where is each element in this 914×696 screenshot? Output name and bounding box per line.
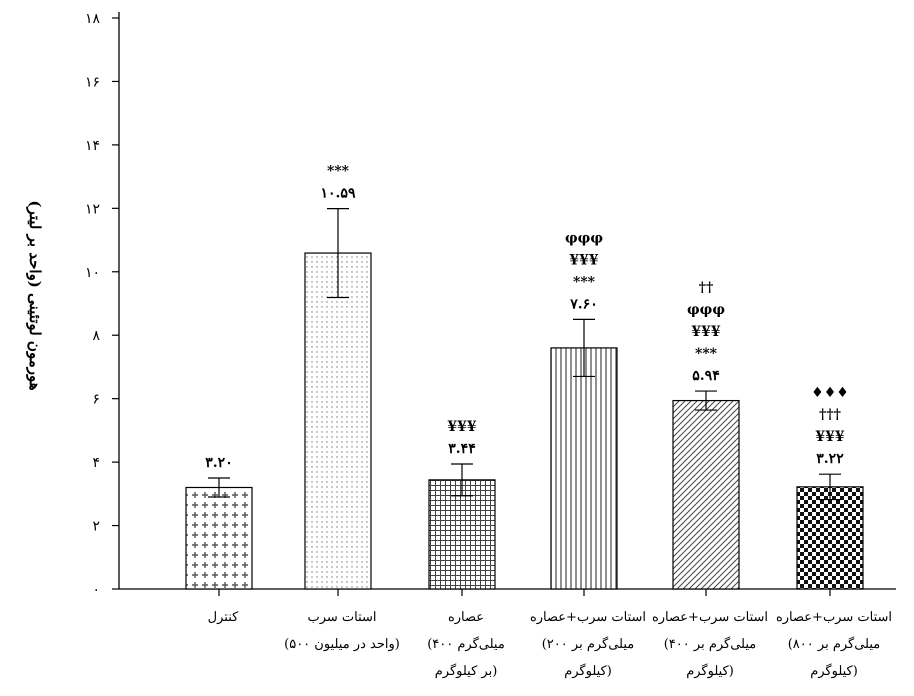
x-tick-label: (۵۰۰ واحد در میلیون) [284, 637, 400, 652]
significance-marker: ¥¥¥ [569, 252, 598, 268]
x-tick-label: کیلوگرم) [686, 663, 734, 679]
x-tick-label: (۴۰۰ میلی‌گرم بر [664, 636, 757, 652]
x-tick-label: کیلوگرم) [564, 663, 612, 679]
significance-marker: *** [573, 274, 596, 290]
bar [550, 347, 618, 590]
y-tick-label: ۲ [92, 519, 100, 535]
x-tick-label: (۲۰۰ میلی‌گرم بر [542, 636, 635, 652]
x-tick-label: کیلوگرم) [810, 663, 858, 679]
bar [304, 252, 372, 590]
significance-marker: *** [327, 164, 350, 180]
bar [796, 486, 864, 590]
significance-marker: ¥¥¥ [691, 324, 720, 340]
x-tick-label: استات سرب [307, 610, 376, 625]
x-tick-label: استات سرب+عصاره [530, 610, 646, 625]
x-tick-label: بر کیلوگرم) [435, 663, 498, 679]
y-tick-label: ۴ [92, 455, 100, 471]
x-tick-label: استات سرب+عصاره [776, 610, 892, 625]
x-tick-label: استات سرب+عصاره [652, 610, 768, 625]
x-tick-label: (۴۰۰ میلی‌گرم [427, 636, 505, 652]
significance-marker: ♦♦♦ [811, 385, 849, 401]
y-tick-label: ۱۶ [85, 74, 100, 90]
value-label: ۳.۲۰ [205, 455, 232, 471]
y-tick-label: ۶ [92, 392, 100, 408]
x-tick-label: کنترل [208, 610, 239, 625]
y-tick-label: ۱۴ [85, 138, 100, 154]
value-label: ۱۰.۵۹ [321, 186, 356, 202]
y-tick-label: ۱۲ [85, 201, 100, 217]
significance-marker: φφφ [565, 230, 603, 246]
value-label: ۳.۲۲ [816, 451, 844, 467]
significance-marker: φφφ [687, 302, 725, 318]
significance-marker: ¥¥¥ [815, 429, 844, 445]
y-tick-label: ۸ [92, 328, 100, 344]
y-tick-label: ۱۸ [85, 11, 101, 27]
significance-marker: ††† [819, 407, 841, 423]
significance-marker: *** [695, 346, 718, 362]
y-tick-label: ۰ [92, 582, 100, 598]
y-tick-label: ۱۰ [85, 265, 100, 281]
x-tick-label: عصاره [448, 610, 484, 625]
value-label: ۵.۹۴ [692, 368, 719, 384]
y-axis-label: هورمون لوتئینی (واحد بر لیتر) [26, 200, 44, 390]
bar [185, 486, 253, 590]
bar [672, 399, 740, 590]
value-label: ۳.۴۴ [448, 441, 475, 457]
x-tick-label: (۸۰۰ میلی‌گرم بر [788, 636, 881, 652]
significance-marker: ¥¥¥ [447, 419, 476, 435]
significance-marker: †† [699, 280, 714, 296]
value-label: ۷.۶۰ [569, 296, 597, 312]
bar [428, 479, 496, 590]
